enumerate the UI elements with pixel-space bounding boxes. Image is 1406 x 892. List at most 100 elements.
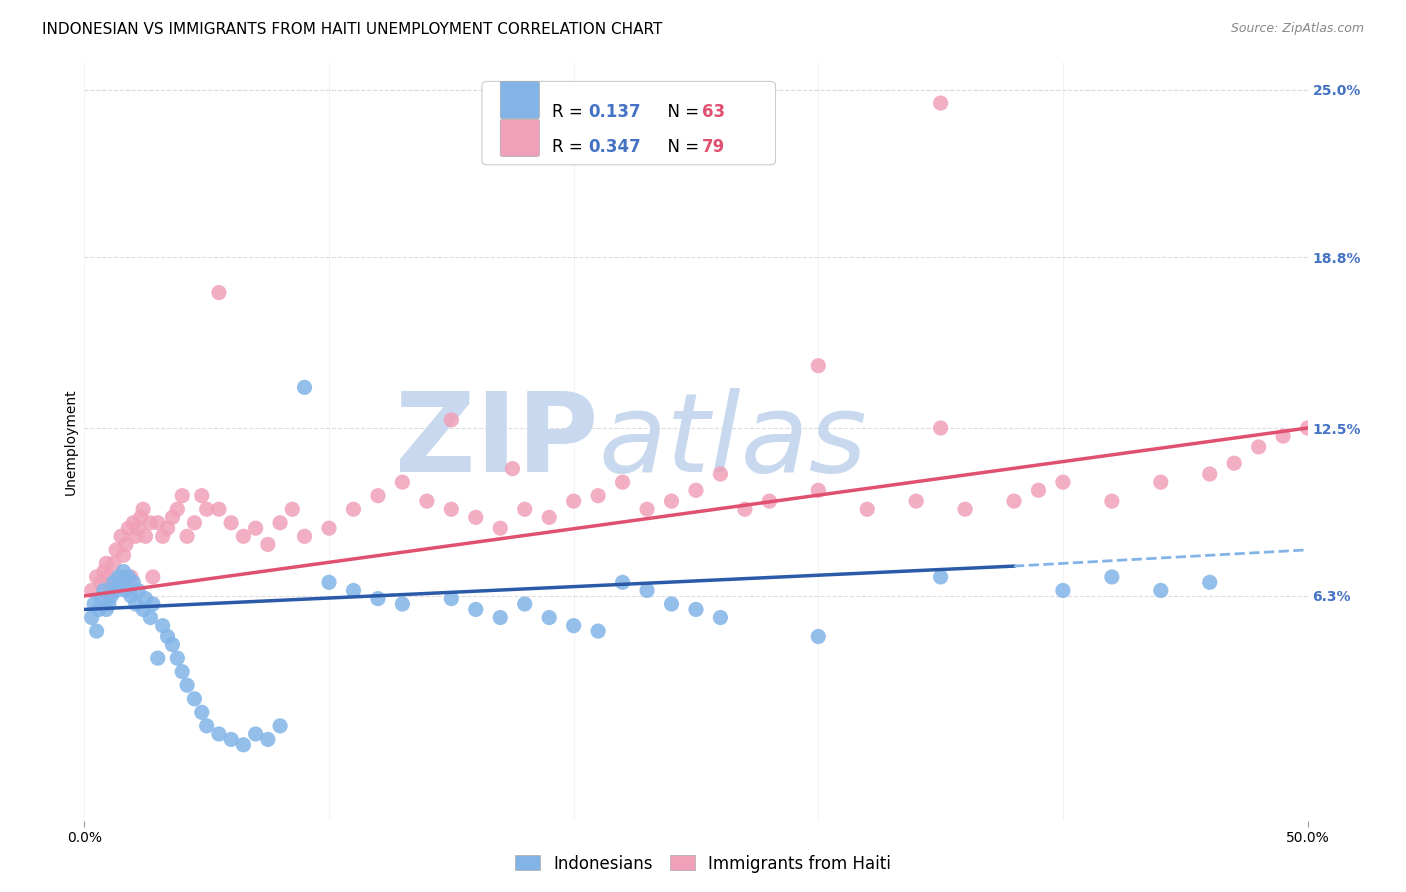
- Point: [208, 727, 231, 741]
- Point: [97, 570, 120, 584]
- FancyBboxPatch shape: [501, 120, 540, 156]
- Point: [709, 610, 731, 624]
- Point: [513, 597, 536, 611]
- Point: [166, 651, 188, 665]
- Text: N =: N =: [657, 138, 704, 156]
- Point: [367, 489, 389, 503]
- Point: [105, 542, 128, 557]
- Point: [1198, 575, 1220, 590]
- FancyBboxPatch shape: [501, 81, 540, 119]
- Point: [103, 557, 125, 571]
- Point: [219, 516, 242, 530]
- Point: [139, 610, 162, 624]
- Point: [232, 738, 254, 752]
- Point: [538, 610, 561, 624]
- Point: [636, 583, 658, 598]
- Point: [416, 494, 439, 508]
- Point: [257, 732, 280, 747]
- Point: [166, 502, 188, 516]
- Point: [152, 529, 174, 543]
- Point: [232, 529, 254, 543]
- Point: [342, 502, 364, 516]
- Point: [318, 521, 340, 535]
- Point: [1101, 570, 1123, 584]
- Point: [391, 475, 413, 490]
- Point: [80, 610, 103, 624]
- Point: [661, 494, 683, 508]
- Point: [440, 413, 463, 427]
- Point: [489, 610, 512, 624]
- Point: [90, 591, 112, 606]
- Point: [80, 583, 103, 598]
- Point: [636, 502, 658, 516]
- Point: [176, 678, 198, 692]
- Point: [269, 719, 291, 733]
- Point: [156, 521, 179, 535]
- Point: [281, 502, 304, 516]
- Point: [1028, 483, 1050, 498]
- Point: [929, 96, 952, 111]
- Point: [152, 618, 174, 632]
- Point: [122, 516, 145, 530]
- Point: [562, 494, 585, 508]
- Point: [929, 421, 952, 435]
- Text: ZIP: ZIP: [395, 388, 598, 495]
- Point: [191, 489, 214, 503]
- Point: [661, 597, 683, 611]
- Point: [709, 467, 731, 481]
- Point: [129, 510, 152, 524]
- Point: [162, 638, 184, 652]
- Y-axis label: Unemployment: Unemployment: [63, 388, 77, 495]
- Text: 63: 63: [702, 103, 725, 120]
- Point: [125, 597, 148, 611]
- Point: [86, 570, 108, 584]
- Point: [135, 529, 157, 543]
- Point: [93, 565, 115, 579]
- Point: [1223, 456, 1246, 470]
- Point: [127, 521, 149, 535]
- Point: [953, 502, 976, 516]
- Point: [685, 483, 707, 498]
- Point: [146, 651, 169, 665]
- Point: [117, 570, 139, 584]
- Point: [440, 502, 463, 516]
- Point: [464, 510, 486, 524]
- Point: [117, 521, 139, 535]
- Point: [100, 589, 122, 603]
- Point: [1002, 494, 1025, 508]
- Point: [135, 591, 157, 606]
- Point: [219, 732, 242, 747]
- Text: INDONESIAN VS IMMIGRANTS FROM HAITI UNEMPLOYMENT CORRELATION CHART: INDONESIAN VS IMMIGRANTS FROM HAITI UNEM…: [42, 22, 662, 37]
- Point: [586, 624, 609, 639]
- Point: [440, 591, 463, 606]
- Point: [100, 583, 122, 598]
- Point: [502, 461, 524, 475]
- Point: [105, 583, 128, 598]
- Point: [156, 630, 179, 644]
- Point: [96, 557, 118, 571]
- Text: R =: R =: [551, 138, 588, 156]
- Legend: Indonesians, Immigrants from Haiti: Indonesians, Immigrants from Haiti: [509, 848, 897, 880]
- Point: [245, 521, 267, 535]
- Point: [176, 529, 198, 543]
- Point: [367, 591, 389, 606]
- Point: [1101, 494, 1123, 508]
- Point: [195, 719, 218, 733]
- Point: [257, 537, 280, 551]
- Point: [139, 516, 162, 530]
- Text: R =: R =: [551, 103, 588, 120]
- Point: [115, 583, 138, 598]
- Point: [1052, 475, 1074, 490]
- Point: [318, 575, 340, 590]
- Point: [132, 502, 155, 516]
- Point: [1150, 475, 1173, 490]
- Point: [269, 516, 291, 530]
- Text: 0.137: 0.137: [588, 103, 641, 120]
- Point: [856, 502, 879, 516]
- Point: [294, 529, 316, 543]
- Point: [245, 727, 267, 741]
- Point: [586, 489, 609, 503]
- Point: [208, 502, 231, 516]
- Point: [110, 529, 132, 543]
- Point: [807, 359, 830, 373]
